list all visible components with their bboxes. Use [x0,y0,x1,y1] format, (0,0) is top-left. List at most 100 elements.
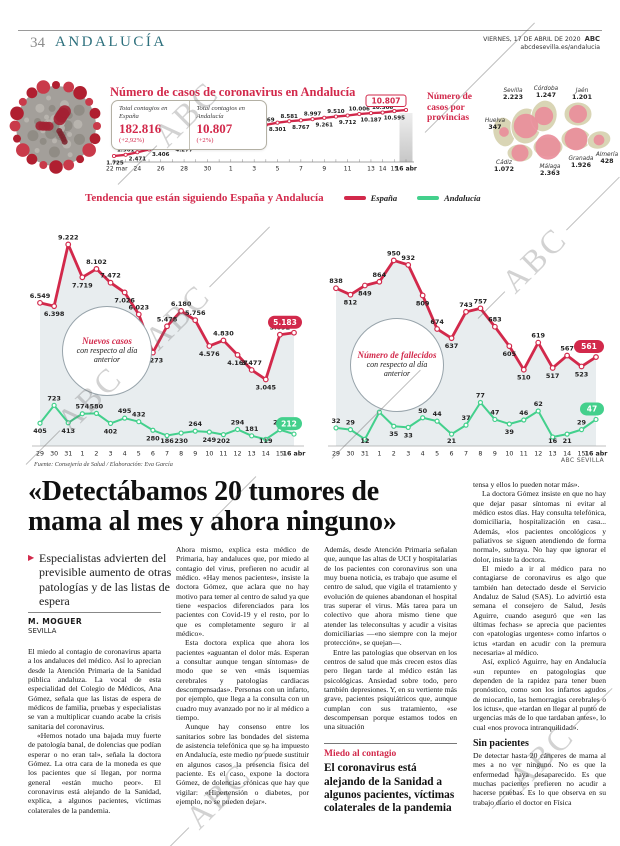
pull-quote-kicker: Miedo al contagio [324,748,397,759]
svg-text:1.201: 1.201 [572,94,592,101]
svg-text:33: 33 [404,431,413,439]
total-andalucia-value: 10.807 [196,121,233,137]
svg-text:510: 510 [517,374,531,382]
paragraph: Aunque hay consenso entre los sanitarios… [176,722,309,806]
svg-text:4.277: 4.277 [175,148,193,154]
paragraph: Ahora mismo, explica esta médico de Prim… [176,545,309,638]
svg-text:11: 11 [520,451,528,458]
svg-text:22 mar: 22 mar [106,166,128,173]
svg-text:249: 249 [203,436,217,444]
svg-text:6.023: 6.023 [128,303,149,311]
svg-text:2.363: 2.363 [540,170,560,177]
svg-text:495: 495 [118,407,132,415]
svg-text:Cádiz: Cádiz [496,159,513,166]
svg-text:864: 864 [373,271,387,279]
svg-text:517: 517 [546,372,560,380]
svg-text:849: 849 [358,290,372,298]
svg-text:24: 24 [134,166,142,173]
paragraph: El miedo a ir al médico para no contagia… [473,563,606,657]
svg-text:10: 10 [505,451,513,458]
svg-text:1.072: 1.072 [494,166,514,173]
svg-text:2: 2 [392,451,396,458]
svg-text:77: 77 [476,392,485,400]
page-number: 34 [30,35,45,51]
trend-title: Tendencia que están siguiendo España y A… [85,192,324,204]
svg-text:29: 29 [577,419,587,427]
svg-text:1: 1 [229,166,233,173]
svg-text:428: 428 [600,158,613,165]
paragraph: La doctora Gómez insiste en que no hay q… [473,489,606,564]
svg-text:3: 3 [406,451,410,458]
svg-text:31: 31 [361,451,369,458]
svg-text:50: 50 [418,407,428,415]
svg-text:47: 47 [587,405,597,414]
svg-text:9: 9 [193,451,197,458]
svg-text:3.477: 3.477 [241,359,262,367]
spain-line-swatch [343,196,366,200]
brand: ABC [584,35,600,43]
bullet-icon: ▶ [28,553,35,562]
svg-text:13: 13 [248,451,256,458]
svg-text:29: 29 [332,451,340,458]
svg-text:16 abr: 16 abr [395,166,417,173]
svg-text:7.472: 7.472 [100,272,121,280]
svg-text:29: 29 [346,419,356,427]
svg-text:5: 5 [276,166,280,173]
article-column-3: Además, desde Atención Primaria señalan … [324,545,457,816]
svg-text:10.306: 10.306 [372,105,393,111]
new-cases-annotation: Nuevos casos con respecto al día anterio… [62,306,152,396]
svg-text:7: 7 [464,451,468,458]
pull-quote-text: El coronavirus está alejando de la Sanid… [324,762,455,815]
svg-text:8.301: 8.301 [269,127,287,133]
svg-text:9.712: 9.712 [339,120,357,126]
svg-text:294: 294 [231,418,245,426]
svg-text:14: 14 [379,166,387,173]
svg-text:13: 13 [549,451,557,458]
svg-text:35: 35 [389,430,399,438]
svg-text:6.398: 6.398 [44,310,65,318]
paragraph: De detectar hasta 20 cánceres de mama al… [473,751,606,807]
total-andalucia-label: Total contagios en Andalucía [196,105,245,120]
svg-text:202: 202 [217,437,231,445]
total-spain-value: 182.816 [119,121,162,137]
legend-andalucia: Andalucía [417,193,480,203]
svg-text:6: 6 [450,451,454,458]
svg-text:119: 119 [259,437,273,445]
andalucia-provinces-map: Huelva347Sevilla2.223Cádiz1.072Córdoba1.… [485,85,619,177]
svg-text:8.997: 8.997 [304,112,322,118]
svg-text:14: 14 [563,451,571,458]
svg-text:30: 30 [204,166,212,173]
watermark-line [161,827,190,846]
total-andalucia: Total contagios en Andalucía 10.807 (+2%… [188,101,267,149]
svg-text:10.006: 10.006 [349,107,370,113]
svg-text:Jaén: Jaén [575,87,589,94]
paragraph: Entre las patologías que observan en los… [324,647,457,732]
svg-text:5.478: 5.478 [157,315,178,323]
svg-text:46: 46 [519,409,529,417]
svg-text:15: 15 [390,166,398,173]
svg-text:8: 8 [179,451,183,458]
pull-quote: Miedo al contagio El coronavirus está al… [324,742,457,816]
byline: M. MOGUER [28,617,83,626]
header-rule [18,30,602,31]
svg-text:574: 574 [76,403,90,411]
svg-text:Sevilla: Sevilla [503,88,523,94]
paragraph: Así, explicó Aguirre, hay en Andalucía «… [473,657,606,732]
paragraph: Esta doctora explica que ahora los pacie… [176,638,309,722]
svg-text:21: 21 [447,437,457,445]
svg-text:523: 523 [575,370,589,378]
svg-text:230: 230 [174,437,188,445]
svg-text:3: 3 [252,166,256,173]
svg-text:30: 30 [346,451,354,458]
svg-text:Almería: Almería [595,151,619,158]
svg-text:5.183: 5.183 [273,318,297,327]
deaths-chart: 29 30 31 1 2 3 4 5 6 7 8 9 10 11 12 13 14 15 16 abr8388128… [328,249,608,458]
svg-text:26: 26 [157,166,165,173]
svg-text:2.471: 2.471 [129,157,147,163]
svg-text:280: 280 [146,434,160,442]
svg-text:9: 9 [493,451,497,458]
svg-text:30: 30 [50,451,58,458]
svg-text:580: 580 [90,402,104,410]
svg-text:Córdoba: Córdoba [534,85,559,92]
svg-text:7.026: 7.026 [114,296,135,304]
